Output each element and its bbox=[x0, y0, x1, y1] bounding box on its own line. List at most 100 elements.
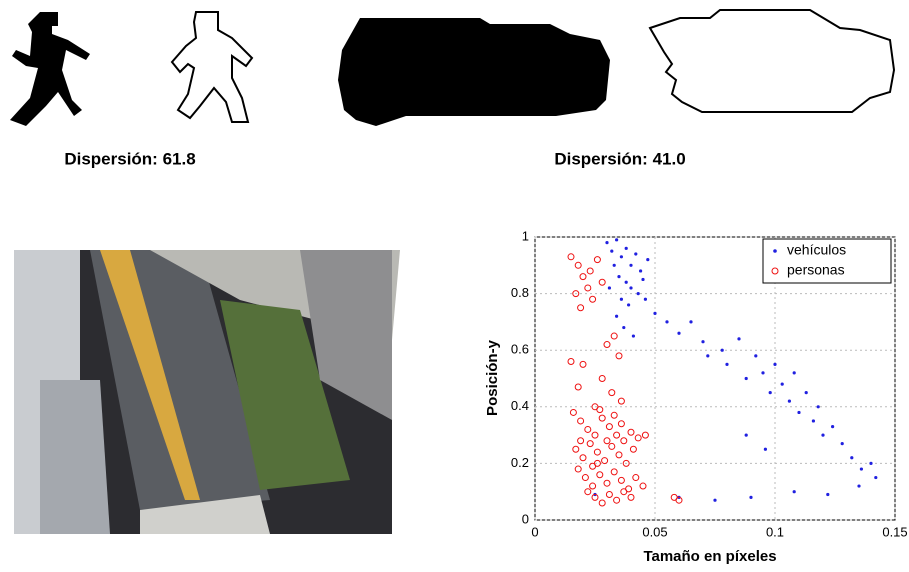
point bbox=[620, 488, 628, 496]
point bbox=[689, 320, 693, 324]
point bbox=[577, 417, 585, 425]
point bbox=[574, 465, 582, 473]
point bbox=[617, 476, 625, 484]
car-silhouette bbox=[338, 9, 896, 126]
point bbox=[641, 431, 649, 439]
point bbox=[603, 341, 611, 349]
point bbox=[768, 391, 772, 395]
x-axis-label: Tamaño en píxeles bbox=[643, 548, 776, 565]
point bbox=[720, 348, 724, 352]
point bbox=[624, 246, 628, 250]
point bbox=[641, 277, 645, 282]
point bbox=[787, 399, 792, 403]
point bbox=[677, 331, 681, 335]
point bbox=[567, 253, 575, 261]
point bbox=[763, 447, 768, 451]
x-tick-label: 0.15 bbox=[882, 524, 907, 539]
point bbox=[821, 433, 825, 437]
point bbox=[584, 488, 592, 496]
point bbox=[569, 408, 577, 416]
y-axis-label: Posición-y bbox=[484, 339, 501, 416]
y-tick-label: 0 bbox=[522, 511, 529, 526]
point bbox=[804, 391, 808, 395]
point bbox=[627, 303, 631, 307]
point bbox=[773, 362, 777, 366]
point bbox=[610, 332, 618, 340]
point bbox=[706, 354, 710, 358]
legend-label: personas bbox=[787, 262, 845, 278]
point bbox=[613, 496, 621, 504]
point bbox=[581, 474, 589, 482]
point bbox=[584, 425, 592, 433]
point bbox=[603, 437, 611, 445]
point bbox=[780, 382, 784, 386]
point bbox=[850, 456, 854, 460]
point bbox=[598, 499, 606, 507]
point bbox=[643, 297, 648, 301]
point bbox=[574, 261, 582, 269]
point bbox=[826, 492, 830, 497]
point bbox=[615, 451, 623, 459]
point bbox=[629, 263, 633, 267]
point bbox=[840, 441, 844, 446]
y-tick-label: 1 bbox=[522, 228, 529, 243]
point bbox=[610, 411, 618, 419]
point bbox=[617, 275, 621, 279]
point bbox=[593, 448, 601, 456]
point bbox=[605, 423, 613, 431]
point bbox=[631, 334, 636, 338]
point bbox=[579, 454, 587, 462]
point bbox=[577, 437, 585, 445]
y-tick-label: 0.4 bbox=[511, 398, 529, 413]
point bbox=[603, 479, 611, 487]
point bbox=[636, 292, 640, 296]
point bbox=[574, 383, 582, 391]
point bbox=[622, 325, 626, 330]
point bbox=[675, 496, 683, 504]
point bbox=[725, 362, 729, 366]
point bbox=[586, 440, 594, 448]
point bbox=[598, 414, 606, 422]
point bbox=[572, 290, 580, 298]
point bbox=[811, 419, 816, 423]
camera-photo bbox=[14, 250, 400, 534]
point bbox=[596, 406, 604, 414]
point bbox=[857, 484, 861, 488]
point bbox=[792, 371, 796, 375]
point bbox=[869, 461, 873, 465]
point bbox=[572, 445, 580, 453]
point bbox=[577, 304, 585, 312]
point bbox=[622, 459, 630, 467]
point bbox=[665, 320, 669, 324]
point bbox=[615, 238, 619, 242]
point bbox=[601, 457, 609, 465]
caption: Dispersión: 61.8 bbox=[64, 149, 195, 168]
x-tick-label: 0.05 bbox=[642, 524, 667, 539]
point bbox=[632, 474, 640, 482]
point bbox=[797, 410, 801, 415]
plot-area bbox=[534, 236, 896, 521]
point bbox=[754, 354, 758, 358]
legend-label: vehículos bbox=[787, 242, 846, 258]
point bbox=[874, 475, 878, 480]
point bbox=[619, 255, 624, 259]
point bbox=[792, 490, 796, 494]
person-silhouette bbox=[10, 11, 254, 126]
point bbox=[816, 405, 820, 409]
point bbox=[831, 425, 835, 429]
point bbox=[629, 445, 637, 453]
point bbox=[567, 358, 575, 366]
point bbox=[761, 371, 765, 375]
point bbox=[589, 295, 597, 303]
point bbox=[737, 337, 741, 341]
point bbox=[598, 278, 606, 286]
point bbox=[639, 482, 647, 490]
point bbox=[627, 428, 635, 436]
y-tick-label: 0.2 bbox=[511, 455, 529, 470]
point bbox=[629, 286, 633, 290]
point bbox=[610, 249, 614, 253]
legend-marker bbox=[771, 267, 779, 275]
point bbox=[624, 280, 628, 284]
point bbox=[859, 467, 864, 471]
y-tick-label: 0.8 bbox=[511, 285, 529, 300]
